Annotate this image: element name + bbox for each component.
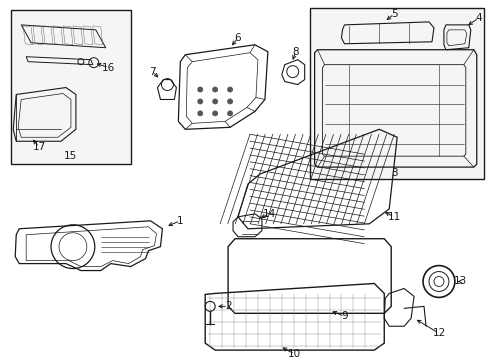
- Text: 2: 2: [224, 301, 231, 311]
- Circle shape: [227, 87, 232, 92]
- Circle shape: [197, 87, 203, 92]
- Text: 12: 12: [431, 328, 445, 338]
- Bar: [11, 10, 130, 164]
- Circle shape: [227, 111, 232, 116]
- Text: 13: 13: [453, 276, 467, 287]
- Circle shape: [212, 99, 217, 104]
- Text: 17: 17: [32, 142, 46, 152]
- Text: 16: 16: [102, 63, 115, 73]
- Text: 1: 1: [177, 216, 183, 226]
- Circle shape: [227, 99, 232, 104]
- Text: 11: 11: [387, 212, 400, 222]
- Circle shape: [212, 111, 217, 116]
- Text: 7: 7: [149, 67, 156, 77]
- Text: 5: 5: [390, 9, 397, 19]
- Circle shape: [212, 87, 217, 92]
- Text: 3: 3: [390, 168, 397, 178]
- Text: 9: 9: [341, 311, 347, 321]
- Text: 8: 8: [292, 47, 299, 57]
- Bar: [309, 8, 483, 179]
- Text: 14: 14: [263, 209, 276, 219]
- Circle shape: [197, 111, 203, 116]
- Circle shape: [197, 99, 203, 104]
- Text: 15: 15: [64, 151, 78, 161]
- Text: 10: 10: [287, 349, 301, 359]
- Text: 6: 6: [234, 33, 241, 43]
- Text: 4: 4: [474, 13, 481, 23]
